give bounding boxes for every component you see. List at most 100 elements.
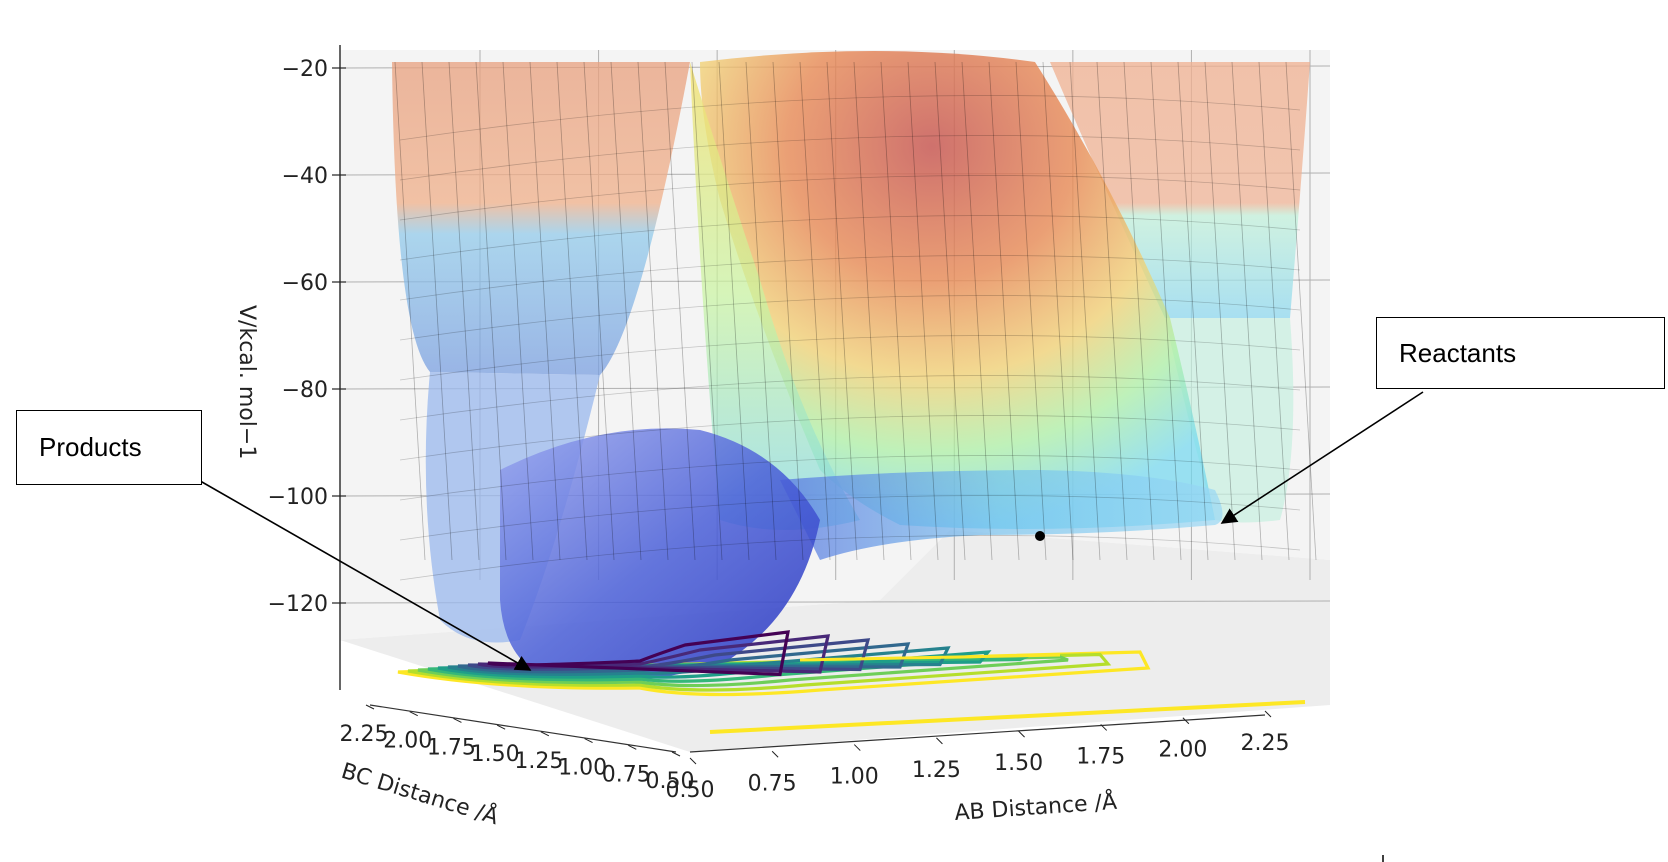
contour-line (407, 652, 1112, 692)
mesh-line (1123, 61, 1155, 561)
contour-line (709, 700, 1306, 734)
energy-surface (392, 51, 1317, 683)
trajectory-point (1035, 531, 1045, 541)
z-tick-label: −60 (282, 271, 328, 296)
mesh-line (664, 61, 696, 561)
surface-product-valley (500, 428, 820, 683)
x-tick-mark (771, 750, 779, 758)
surface-reactant-channel (780, 470, 1223, 560)
contour-line (397, 650, 1151, 697)
mesh-line (421, 61, 453, 561)
mesh-curve (399, 455, 1301, 501)
mesh-curve (399, 95, 1301, 141)
mesh-line (907, 61, 939, 561)
surface-left-wall (392, 62, 690, 375)
y-tick-label: 2.25 (340, 722, 389, 747)
mesh-line (772, 61, 804, 561)
x-axis-ticks: 0.50 0.75 1.00 1.25 1.50 1.75 2.00 2.25 (666, 710, 1290, 803)
x-tick-mark (1100, 724, 1108, 731)
y-tick-label: 1.75 (427, 735, 476, 760)
x-tick-label: 1.75 (1076, 744, 1125, 769)
mesh-line (475, 61, 507, 561)
z-tick-label: −120 (268, 592, 328, 617)
x-tick-label: 1.25 (912, 758, 961, 783)
products-label: Products (39, 432, 142, 462)
contour-projection (397, 630, 1306, 734)
mesh-curve (399, 215, 1301, 261)
surface-dome (700, 51, 1215, 529)
y-tick-mark (453, 717, 462, 723)
mesh-curve (399, 335, 1301, 381)
mesh-line (1015, 61, 1047, 561)
mesh-line (1042, 61, 1074, 561)
x-tick-mark (1182, 717, 1190, 725)
mesh-line (1285, 61, 1317, 561)
y-axis-label: BC Distance /Å (338, 757, 502, 830)
y-axis-ticks: 2.252.001.751.501.251.000.750.50 (340, 704, 694, 794)
y-tick-label: 1.50 (471, 742, 520, 767)
mesh-curve (399, 415, 1301, 461)
reactants-callout: Reactants (1376, 317, 1665, 389)
y-tick-label: 1.00 (558, 756, 607, 781)
x-tick-mark (936, 737, 943, 745)
y-tick-label: 1.25 (514, 749, 563, 774)
mesh-line (502, 61, 534, 561)
mesh-line (448, 61, 480, 561)
reactants-label: Reactants (1399, 337, 1517, 368)
surface-yellow-ridge (690, 62, 860, 530)
mesh-line (745, 61, 777, 561)
x-axis-label: AB Distance /Å (954, 788, 1118, 826)
products-arrow (194, 477, 532, 671)
surface-mesh (394, 61, 1317, 581)
floor-pane (340, 530, 1330, 752)
mesh-line (961, 61, 993, 561)
y-tick-mark (628, 744, 637, 750)
mesh-line (637, 61, 669, 561)
mesh-line (1204, 61, 1236, 561)
x-tick-mark (689, 757, 697, 765)
y-tick-mark (496, 724, 506, 730)
x-tick-label: 0.75 (748, 771, 797, 796)
mesh-line (1258, 61, 1290, 561)
x-tick-mark (1264, 710, 1272, 718)
y-tick-label: 2.00 (383, 729, 432, 754)
z-tick-label: −80 (282, 378, 328, 403)
mesh-curve (399, 255, 1301, 301)
z-axis-label: V/kcal. mol−1 (234, 305, 259, 459)
mesh-curve (399, 295, 1301, 341)
y-tick-mark (365, 704, 375, 710)
z-tick-label: −40 (282, 164, 328, 189)
mesh-curve (399, 135, 1301, 181)
mesh-line (556, 61, 588, 561)
mesh-curve (399, 535, 1301, 581)
mesh-line (718, 61, 750, 561)
z-tick-label: −20 (282, 57, 328, 82)
z-axis-ticks: −20 −40 −60 −80 −100 −120 (268, 57, 346, 617)
mesh-line (1231, 61, 1263, 561)
contour-line (427, 654, 1029, 683)
mesh-line (799, 61, 831, 561)
y-tick-mark (540, 731, 550, 737)
mesh-line (880, 61, 912, 561)
reactants-arrow (1220, 391, 1424, 524)
x-tick-mark (1018, 730, 1025, 738)
y-tick-mark (671, 751, 681, 757)
y-axis-line (369, 704, 677, 753)
mesh-line (394, 61, 426, 561)
mesh-line (529, 61, 561, 561)
mesh-line (853, 61, 885, 561)
mesh-line (1096, 61, 1128, 561)
y-tick-mark (409, 711, 418, 717)
mesh-line (988, 61, 1020, 561)
mesh-curve (399, 175, 1301, 221)
mesh-line (826, 61, 858, 561)
mesh-curve (399, 495, 1301, 541)
x-axis-line (689, 714, 1266, 753)
mesh-line (1150, 61, 1182, 561)
x-tick-label: 2.25 (1241, 731, 1290, 756)
x-tick-label: 0.50 (666, 778, 715, 803)
mesh-line (1069, 61, 1101, 561)
x-tick-label: 1.50 (994, 751, 1043, 776)
